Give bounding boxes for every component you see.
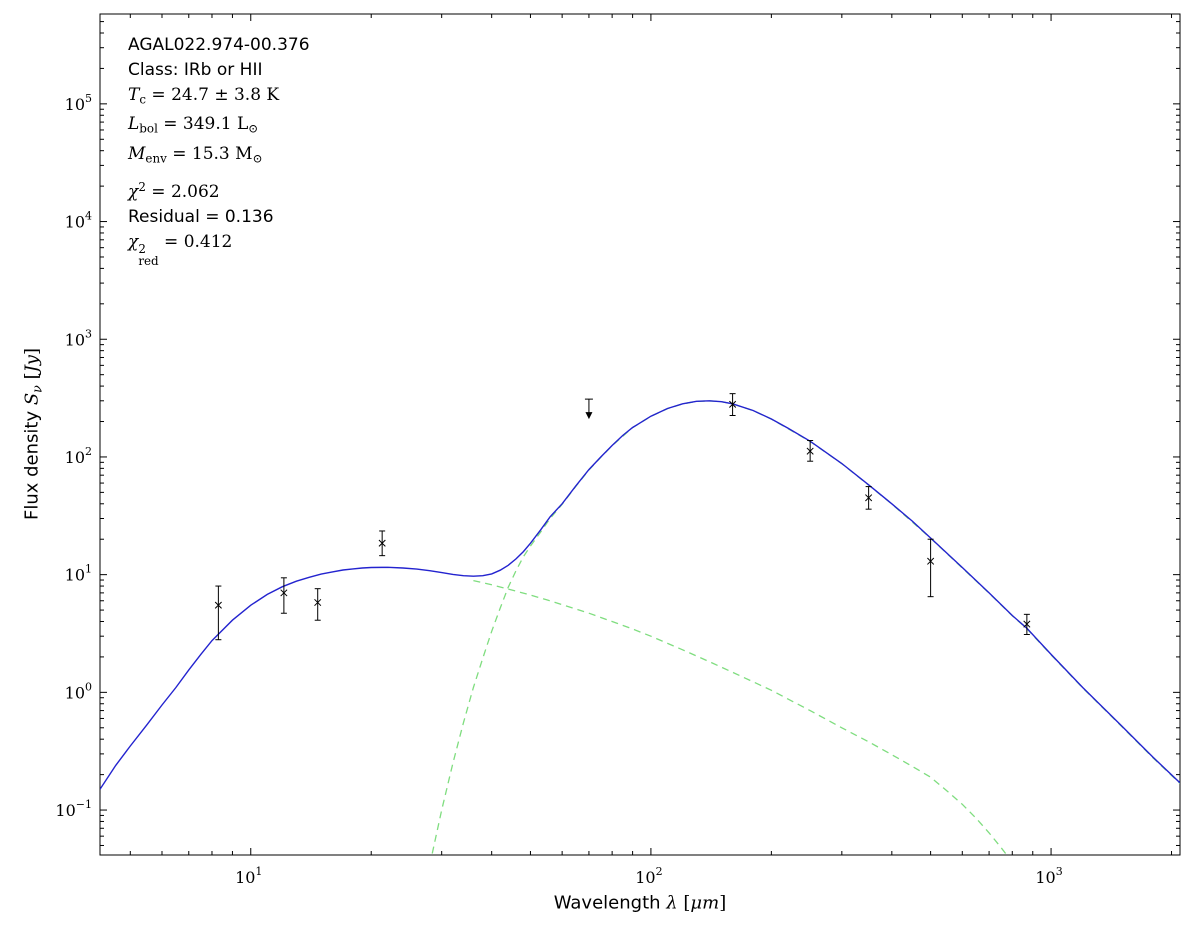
- data-point: [729, 393, 737, 416]
- plot-area: [100, 400, 1180, 855]
- data-point: [865, 486, 873, 510]
- y-tick-label: 102: [65, 445, 92, 467]
- data-point: [927, 538, 935, 598]
- data-points: [214, 393, 1031, 641]
- data-point: [806, 439, 814, 462]
- tick-labels: 101 102 103 10−1 100 101 102 103 104 105: [55, 92, 1062, 887]
- annotation-chi-squared-reduced: χ 2 red = 0.412: [128, 231, 233, 268]
- total-model-line: [100, 400, 1180, 790]
- supsub: 2 red: [138, 242, 159, 268]
- x-tick-label: 102: [635, 865, 662, 887]
- y-axis-label: Flux density Sν [Jy]: [21, 347, 45, 521]
- axis-ticks: [100, 14, 1180, 855]
- y-tick-label: 104: [65, 210, 92, 232]
- x-tick-label: 101: [235, 865, 262, 887]
- annotation-residual: Residual = 0.136: [128, 206, 274, 227]
- cold-component-line: [431, 400, 1180, 855]
- y-tick-label: 105: [65, 92, 92, 114]
- upper-limit-point: [584, 398, 593, 420]
- data-point: [214, 585, 222, 641]
- x-axis-label: Wavelength λ [μm]: [553, 892, 727, 914]
- y-tick-label: 101: [65, 563, 92, 585]
- annotation-class: Class: IRb or HII: [128, 60, 263, 80]
- data-point: [314, 588, 322, 621]
- fit-parameters-box: AGAL022.974-00.376 Class: IRb or HII Tc = …: [128, 33, 310, 267]
- y-tick-label: 103: [65, 327, 92, 349]
- annotation-envelope-mass: Menv = 15.3 M⊙: [128, 143, 263, 165]
- data-point: [378, 530, 386, 557]
- data-point: [1023, 613, 1031, 636]
- y-tick-label: 100: [65, 680, 92, 702]
- data-point: [280, 577, 288, 614]
- annotation-bolometric-luminosity: Lbol = 349.1 L⊙: [128, 114, 259, 136]
- x-tick-label: 103: [1035, 865, 1062, 887]
- annotation-dust-temperature: Tc = 24.7 ± 3.8 K: [128, 85, 280, 107]
- plot-frame: [99, 13, 1181, 856]
- warm-component-line: [473, 579, 1008, 855]
- annotation-source-name: AGAL022.974-00.376: [128, 35, 310, 55]
- y-tick-label: 10−1: [55, 798, 92, 820]
- annotation-chi-squared: χ2 = 2.062: [128, 179, 220, 202]
